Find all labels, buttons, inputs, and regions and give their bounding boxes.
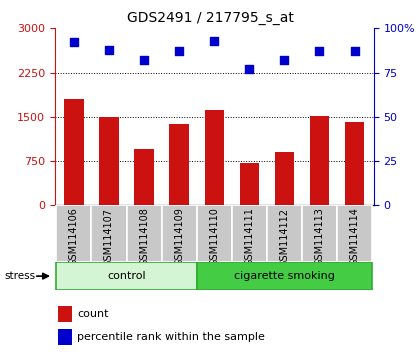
Text: count: count <box>77 309 108 319</box>
Point <box>71 40 77 45</box>
Bar <box>58 306 72 321</box>
Bar <box>275 152 294 205</box>
Bar <box>126 205 162 262</box>
Point <box>246 66 253 72</box>
Point <box>105 47 112 52</box>
Bar <box>162 205 197 262</box>
Text: GSM114108: GSM114108 <box>139 207 149 267</box>
Bar <box>64 99 84 205</box>
Text: GSM114113: GSM114113 <box>315 207 324 267</box>
Bar <box>310 116 329 205</box>
Bar <box>302 205 337 262</box>
Text: GSM114109: GSM114109 <box>174 207 184 267</box>
Text: GDS2491 / 217795_s_at: GDS2491 / 217795_s_at <box>126 11 294 25</box>
Bar <box>134 149 154 205</box>
Bar <box>240 163 259 205</box>
Bar <box>267 205 302 262</box>
Bar <box>337 205 372 262</box>
Bar <box>197 205 232 262</box>
Point <box>141 57 147 63</box>
Bar <box>56 205 92 262</box>
Bar <box>345 121 364 205</box>
Text: GSM114112: GSM114112 <box>279 207 289 267</box>
Text: GSM114106: GSM114106 <box>69 207 79 267</box>
Point <box>316 48 323 54</box>
Text: GSM114110: GSM114110 <box>209 207 219 267</box>
Point <box>351 48 358 54</box>
Bar <box>197 262 372 290</box>
Bar <box>99 117 118 205</box>
Bar <box>92 205 126 262</box>
Text: cigarette smoking: cigarette smoking <box>234 271 335 281</box>
Text: control: control <box>107 271 146 281</box>
Text: GSM114107: GSM114107 <box>104 207 114 267</box>
Bar <box>205 110 224 205</box>
Text: GSM114111: GSM114111 <box>244 207 254 267</box>
Bar <box>58 329 72 345</box>
Point <box>176 48 182 54</box>
Text: GSM114114: GSM114114 <box>349 207 360 267</box>
Bar <box>232 205 267 262</box>
Point <box>211 38 218 44</box>
Text: stress: stress <box>4 271 35 281</box>
Bar <box>56 262 197 290</box>
Point <box>281 57 288 63</box>
Bar <box>170 124 189 205</box>
Text: percentile rank within the sample: percentile rank within the sample <box>77 332 265 342</box>
